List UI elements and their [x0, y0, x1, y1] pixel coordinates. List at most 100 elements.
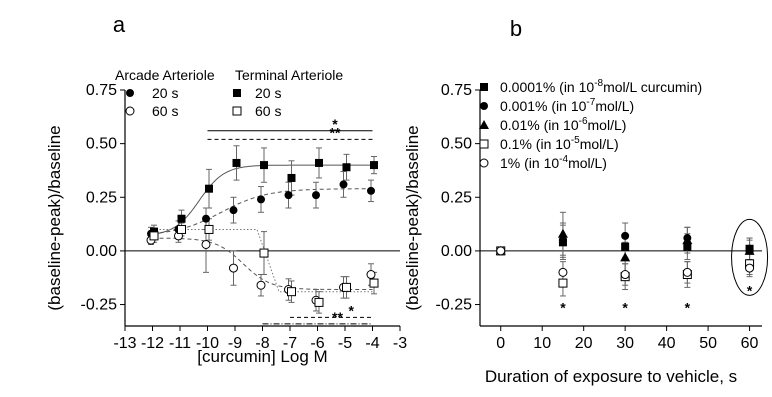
legend-marker-a [233, 89, 241, 97]
legend-entry-text: 1% (in 10 [500, 155, 559, 171]
y-tick-label-b: 0.50 [441, 136, 472, 153]
legend-entry-a: 20 s [255, 85, 281, 101]
legend-entry-a: 60 s [255, 103, 281, 119]
x-tick-label-a: -7 [283, 335, 297, 352]
x-tick-label-a: -5 [338, 335, 352, 352]
x-tick-label-b: 30 [616, 335, 634, 352]
data-point-a [232, 158, 241, 167]
x-tick-label-a: -13 [113, 335, 136, 352]
x-tick-label-b: 60 [741, 335, 759, 352]
data-point-b [558, 278, 568, 288]
significance-marker-b: * [560, 300, 566, 316]
data-point-a [366, 270, 376, 280]
legend-marker-b [479, 120, 489, 129]
data-point-a [287, 287, 296, 297]
x-tick-label-a: -6 [310, 335, 324, 352]
data-point-b [620, 252, 631, 262]
significance-marker-a: * [332, 116, 338, 132]
data-point-a [287, 173, 296, 182]
legend-entry-text: mol/L) [580, 136, 619, 152]
significance-marker-b: * [747, 283, 753, 299]
legend-entry-a: 20 s [152, 85, 178, 101]
data-point-a [201, 239, 211, 249]
data-point-a [370, 161, 378, 170]
legend-entry-a: 60 s [152, 103, 178, 119]
y-tick-label-b: -0.25 [436, 297, 473, 314]
x-axis-label-b: Duration of exposure to vehicle, s [485, 367, 737, 386]
legend-entry-sup: -6 [579, 116, 588, 127]
data-point-a [284, 191, 293, 200]
panel-a-label: a [113, 12, 126, 37]
data-point-a [256, 280, 266, 290]
data-point-a [259, 248, 269, 258]
data-point-a [315, 158, 323, 167]
data-point-a [177, 214, 186, 223]
fit-curve-a [152, 188, 373, 235]
data-point-a [369, 278, 379, 288]
significance-marker-b: * [685, 300, 691, 316]
legend-b: 0.0001% (in 10-8mol/L curcumin) 0.001% (i… [479, 78, 702, 171]
legend-marker-b [480, 102, 488, 110]
legend-entry-sup: -4 [559, 154, 568, 165]
legend-entry-text: mol/L) [568, 155, 607, 171]
y-axis-label-b: (baseline-peak)/baseline [403, 125, 422, 310]
x-tick-label-a: -11 [169, 335, 191, 352]
legend-entry-sup: -5 [571, 135, 580, 146]
legend-entry-sup: -8 [594, 78, 603, 89]
highlight-ellipse-b [731, 218, 769, 296]
chart-a: -0.250.000.250.500.75-13 -12 -11 -10 -9 -8 -7-… [45, 67, 407, 366]
legend-group-title-a: Terminal Arteriole [235, 67, 343, 83]
legend-entry-b: 0.001% (in 10-7mol/L) [500, 97, 634, 114]
legend-marker-b [480, 83, 488, 91]
significance-marker-a: * [349, 302, 355, 318]
data-point-a [342, 282, 351, 292]
x-tick-label-b: 0 [496, 335, 505, 352]
data-point-b [744, 245, 755, 255]
data-point-b [620, 270, 630, 280]
significance-marker-a: ** [330, 124, 341, 140]
x-tick-label-a: -8 [255, 335, 269, 352]
legend-entry-b: 0.1% (in 10-5mol/L) [500, 135, 619, 152]
data-point-b [496, 246, 506, 256]
significance-marker-b: * [622, 300, 628, 316]
x-tick-label-b: 10 [533, 335, 551, 352]
data-point-b [745, 263, 755, 273]
legend-entry-text: 0.1% (in 10 [500, 136, 571, 152]
x-tick-label-a: -9 [228, 335, 242, 352]
legend-marker-b [479, 139, 489, 149]
panel-b-label: b [510, 16, 522, 41]
legend-marker-b [479, 158, 489, 168]
y-tick-label-b: 0.25 [441, 189, 472, 206]
legend-entry-b: 1% (in 10-4mol/L) [500, 154, 607, 171]
data-point-a [204, 224, 214, 234]
data-point-a [260, 161, 268, 170]
data-point-a [202, 214, 210, 223]
fit-curve-a [152, 229, 373, 293]
legend-entry-text: 0.001% (in 10 [500, 98, 587, 114]
x-tick-label-a: -3 [393, 335, 407, 352]
data-point-a [205, 184, 213, 193]
data-point-a [367, 186, 375, 195]
data-point-a [342, 163, 351, 172]
legend-marker-a [126, 89, 134, 97]
legend-group-title-a: Arcade Arteriole [115, 67, 215, 83]
y-axis-label-a: (baseline-peak)/baseline [45, 125, 64, 310]
legend-entry-sup: -7 [586, 97, 595, 108]
significance-marker-a: ** [332, 309, 343, 325]
data-point-b [682, 235, 693, 245]
chart-b: -0.25 0.00 0.25 0.50 0.75 0 10 20 30 40 50 60Durati… [403, 78, 769, 386]
legend-entry-b: 0.01% (in 10-6mol/L) [500, 116, 626, 133]
fit-curve-a [152, 237, 373, 290]
x-axis-label-a: [curcumin] Log M [197, 347, 327, 366]
data-point-a [177, 224, 186, 234]
data-point-a [149, 231, 159, 241]
legend-marker-a [232, 106, 242, 116]
x-tick-label-b: 40 [658, 335, 676, 352]
y-tick-label-a: 0.25 [86, 189, 117, 206]
legend-marker-a [125, 106, 135, 116]
legend-entry-text: mol/L) [595, 98, 634, 114]
y-tick-label-b: 0.75 [441, 82, 472, 99]
y-tick-label-b: 0.00 [441, 243, 472, 260]
y-tick-label-a: -0.25 [81, 297, 118, 314]
